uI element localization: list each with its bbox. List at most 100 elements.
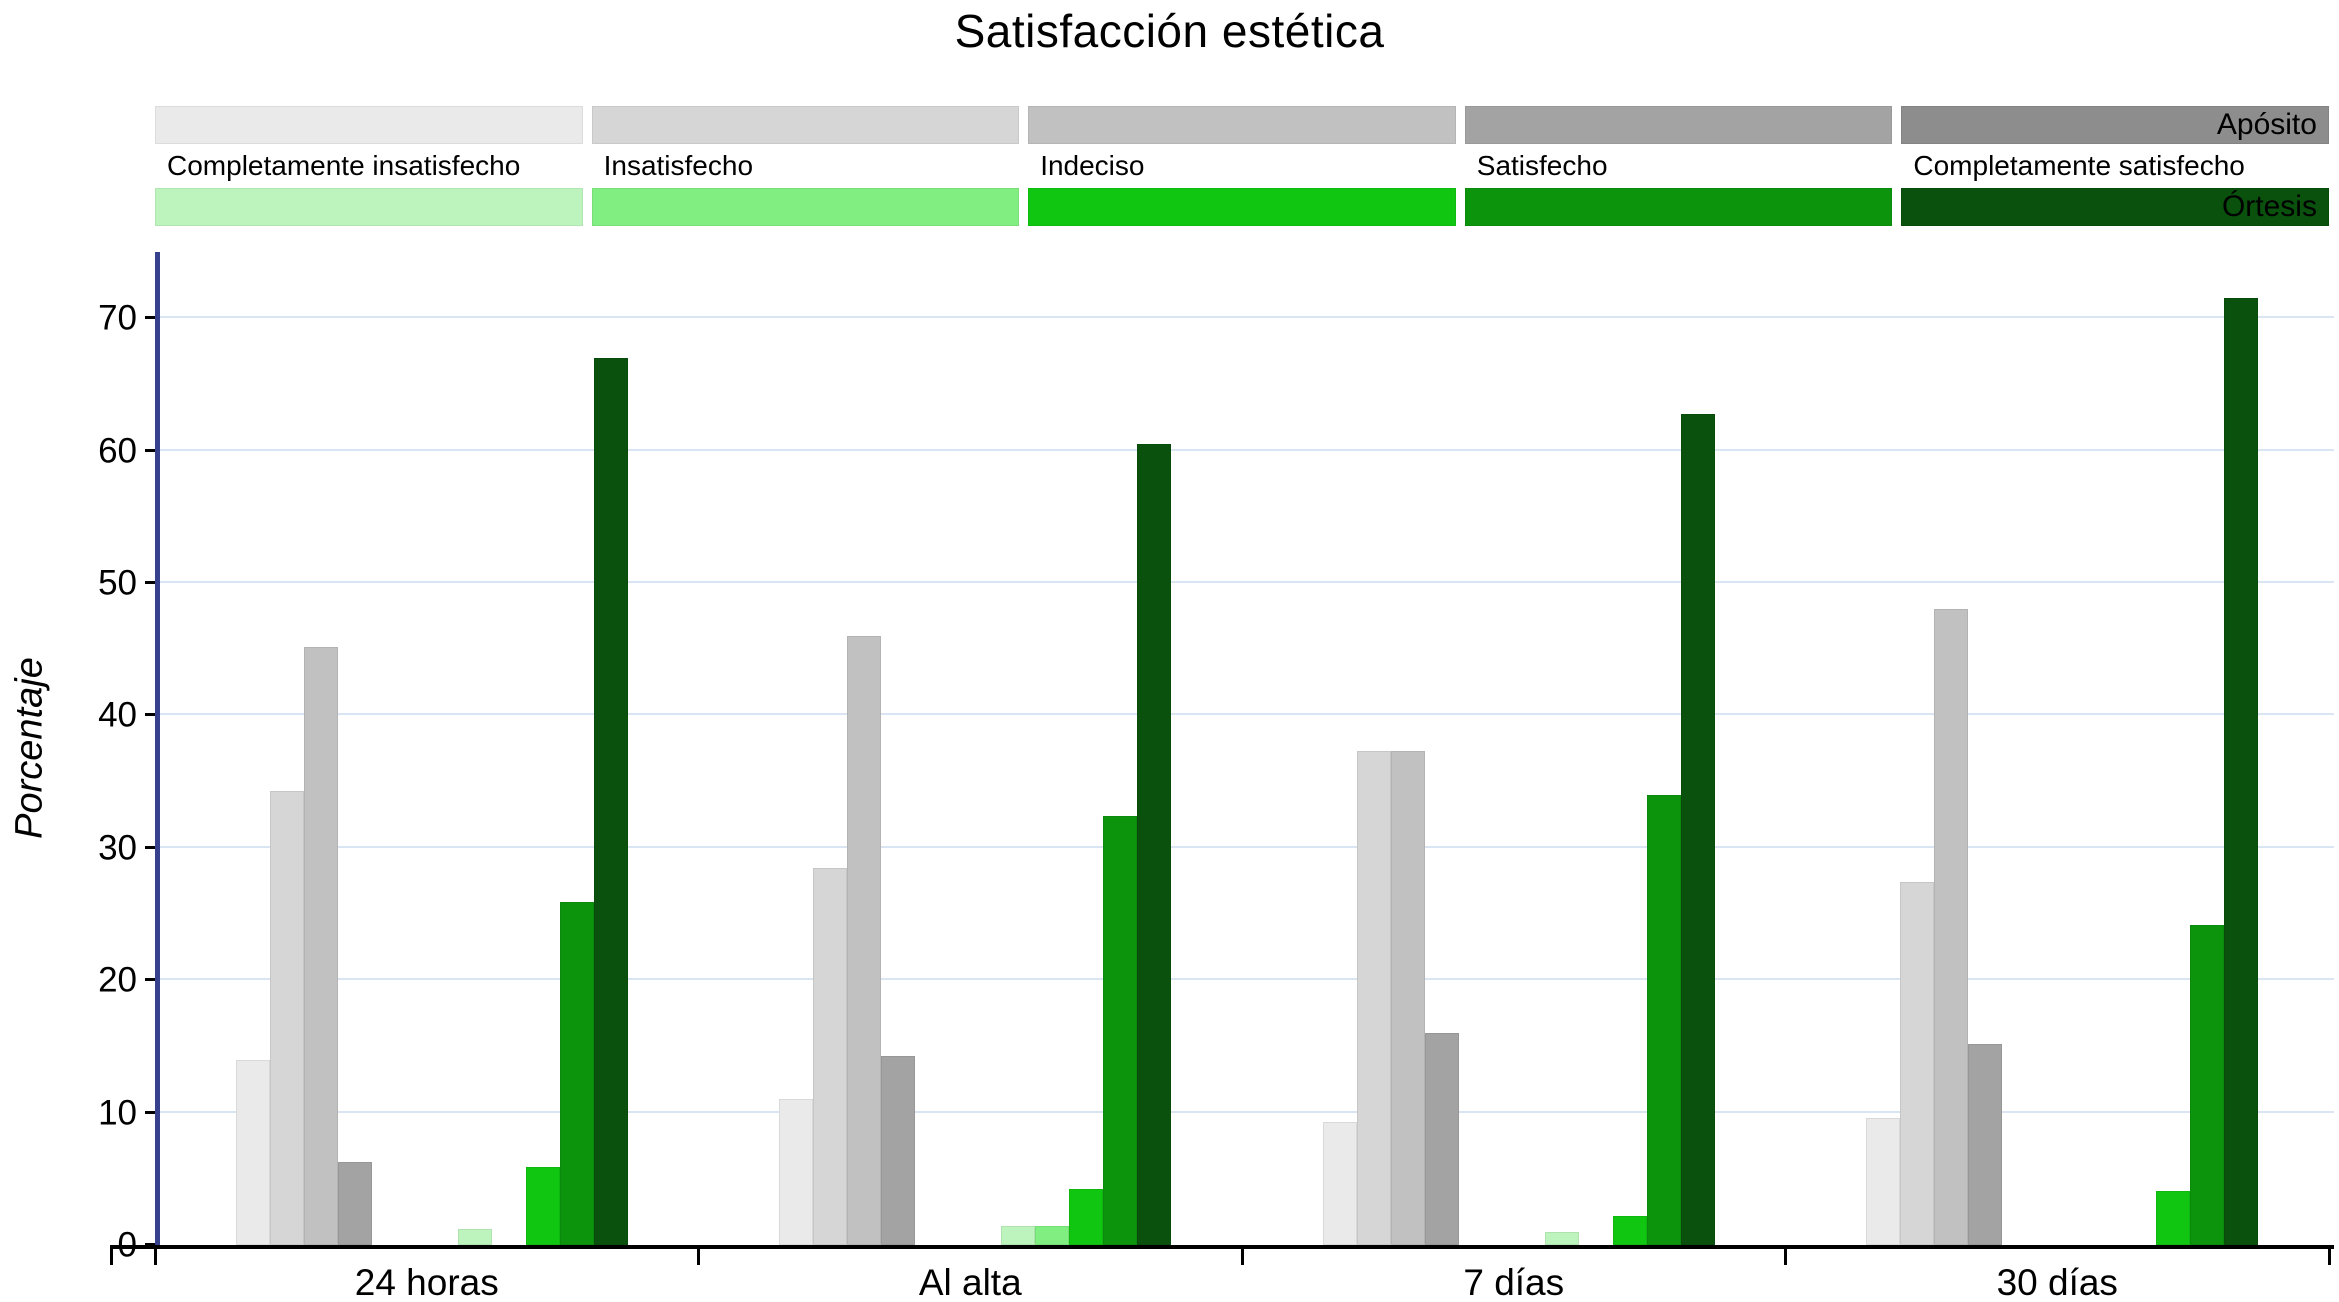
y-tick-mark [145,316,159,320]
bar [593,357,628,1245]
legend-group-label-aposito: Apósito [2216,108,2317,141]
y-tick-label: 30 [98,828,137,868]
x-tick-mark [110,1248,113,1265]
bar-group-aposito [1866,252,2036,1245]
bar [525,1166,560,1245]
bar [235,1059,270,1245]
legend-swatch-aposito-1 [155,106,583,144]
bar [303,646,338,1245]
y-tick-mark [145,713,159,717]
bar-group-ortesis [2088,252,2259,1245]
bar [457,1229,492,1245]
x-tick-mark [1784,1248,1787,1265]
x-category-label: Al alta [918,1262,1022,1302]
bar [1069,1189,1104,1245]
x-tick-mark [153,1248,157,1265]
bar [2156,1190,2191,1245]
legend-group-label-ortesis: Órtesis [2221,190,2317,223]
bar [2224,298,2259,1245]
bar-group-aposito [779,252,949,1245]
bar [1866,1117,1901,1245]
bar [1544,1231,1579,1245]
y-tick-labels: 010203040506070 [0,252,159,1263]
bar-group-ortesis [1001,252,1172,1245]
x-axis-line [110,1245,2334,1249]
x-category-label: 24 horas [354,1262,499,1302]
category-group [160,252,704,1245]
bar [1356,751,1391,1245]
gridline [160,1110,2334,1113]
bar [1424,1033,1459,1245]
bar [1103,816,1138,1245]
bar-group-aposito [1322,252,1493,1245]
x-tick-mark [697,1248,700,1265]
legend: Apósito Completamente insatisfecho Insati… [155,106,2329,226]
gridline [160,581,2334,583]
y-tick-label: 60 [98,431,137,471]
bar [1322,1121,1357,1245]
bar [1646,794,1681,1245]
category-group [1791,252,2335,1245]
y-tick-mark [145,448,159,452]
legend-level-label: Satisfecho [1476,150,1608,181]
bar-group-ortesis [1544,252,1715,1245]
plot-area [155,252,2334,1245]
gridline [160,978,2334,981]
bar [269,790,304,1245]
x-category-label: 7 días [1463,1262,1565,1302]
legend-swatch-ortesis-3 [1028,188,1456,226]
bar [1680,413,1715,1245]
gridline [160,448,2334,451]
bar [847,635,882,1245]
bar-group-aposito [235,252,406,1245]
legend-level-label: Insatisfecho [603,150,754,181]
legend-swatch-ortesis-2 [591,188,1020,226]
y-tick-mark [145,978,159,982]
gridline [160,713,2334,716]
legend-level-label: Completamente satisfecho [1913,150,2245,181]
bar [2190,924,2225,1245]
legend-level-label: Indeciso [1040,150,1145,181]
bar [1137,443,1172,1245]
y-tick-mark [145,1243,159,1246]
bar [1001,1226,1036,1245]
chart-title: Satisfacción estética [954,5,1385,57]
legend-swatch-aposito-4 [1464,106,1893,144]
x-tick-mark [1240,1248,1244,1265]
legend-swatch-aposito-5: Apósito [1901,106,2329,144]
legend-swatch-ortesis-5: Órtesis [1901,188,2329,226]
bar [779,1099,814,1245]
y-tick-label: 40 [98,695,137,735]
legend-swatch-aposito-2 [591,106,1020,144]
bar [1968,1043,2003,1245]
y-tick-label: 70 [98,298,137,338]
bar [1934,609,1969,1245]
x-category-labels: 24 horas Al alta 7 días 30 días [155,1262,2329,1302]
legend-level-label: Completamente insatisfecho [167,150,521,181]
legend-row-aposito: Apósito [155,106,2329,144]
gridline [160,845,2334,848]
bar [337,1161,372,1245]
x-tick-mark [2327,1248,2331,1265]
category-group [1247,252,1791,1245]
bar [813,867,848,1245]
legend-row-ortesis: Órtesis [155,188,2329,226]
bar [1390,751,1425,1245]
bar [1035,1226,1070,1245]
legend-swatch-ortesis-1 [155,188,583,226]
bar [881,1055,916,1245]
bar-group-ortesis [457,252,628,1245]
category-group [704,252,1248,1245]
bar [1612,1215,1647,1245]
legend-swatch-ortesis-4 [1464,188,1893,226]
y-tick-label: 10 [98,1093,137,1133]
gridline [160,316,2334,319]
bar [559,902,594,1245]
y-tick-mark [145,581,159,584]
y-tick-label: 20 [98,960,137,1000]
legend-level-labels: Completamente insatisfecho Insatisfecho In… [155,144,2329,188]
y-tick-mark [145,845,159,849]
x-category-label: 30 días [1996,1262,2118,1302]
x-tick-marks [110,1248,2331,1268]
